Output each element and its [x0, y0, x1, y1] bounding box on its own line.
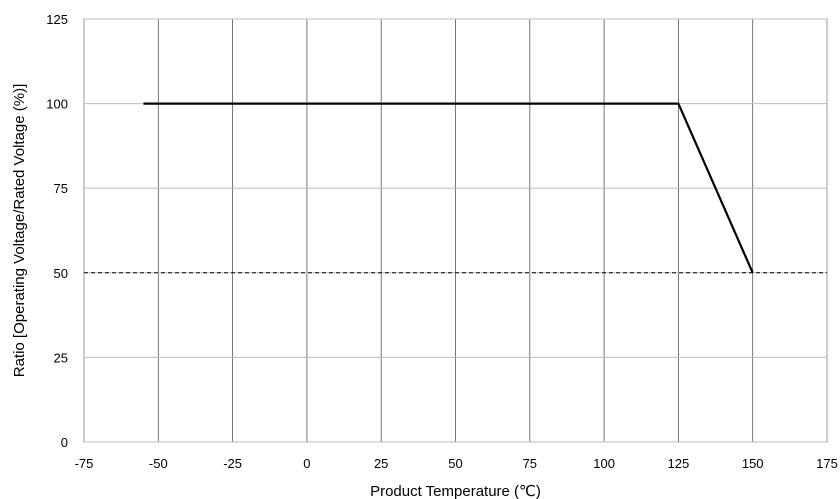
x-tick-label: 0: [303, 456, 310, 471]
series-line: [143, 102, 754, 274]
y-tick-label: 75: [54, 181, 68, 196]
x-tick-label: -75: [75, 456, 94, 471]
y-axis-title: Ratio [Operating Voltage/Rated Voltage (…: [11, 84, 28, 378]
x-tick-label: 175: [816, 456, 838, 471]
y-tick-labels: 0 25 50 75 100 125: [46, 12, 68, 450]
y-tick-label: 100: [46, 97, 68, 112]
y-tick-label: 0: [61, 435, 68, 450]
data-series: [143, 102, 754, 274]
x-axis-title: Product Temperature (℃): [370, 483, 541, 499]
x-tick-label: -25: [223, 456, 242, 471]
x-tick-label: 100: [593, 456, 615, 471]
x-tick-label: 25: [374, 456, 388, 471]
x-tick-label: 125: [668, 456, 690, 471]
x-tick-label: 75: [523, 456, 537, 471]
x-tick-label: 150: [742, 456, 764, 471]
x-tick-labels: -75 -50 -25 0 25 50 75 100 125 150 175: [75, 456, 838, 471]
y-tick-label: 25: [54, 350, 68, 365]
x-tick-label: -50: [149, 456, 168, 471]
y-tick-label: 50: [54, 266, 68, 281]
x-tick-label: 50: [448, 456, 462, 471]
y-tick-label: 125: [46, 12, 68, 27]
